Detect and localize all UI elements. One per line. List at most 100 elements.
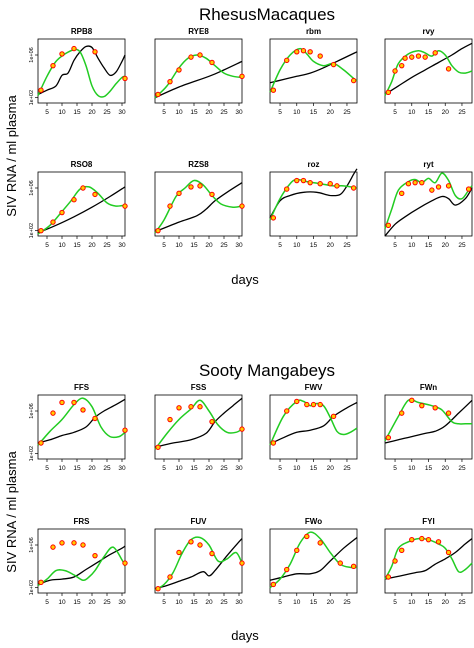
x-tick-label: 25 <box>220 599 228 606</box>
data-point <box>155 586 161 592</box>
data-point <box>209 59 215 66</box>
data-point <box>80 407 86 413</box>
data-point <box>465 186 472 192</box>
x-tick-label: 10 <box>58 599 66 606</box>
data-point <box>422 54 428 60</box>
data-point <box>432 50 438 56</box>
plot-frame <box>37 528 126 594</box>
panel-roz: roz 5 10 15 20 25 <box>269 160 358 249</box>
panel-frs: FRS 5 10 15 20 25 30 1e+02 1e+06 <box>29 517 128 606</box>
x-tick-label: 5 <box>45 599 49 606</box>
data-point <box>419 179 425 186</box>
panel-title: RYE8 <box>188 27 209 36</box>
panel-fwv: FWV 5 10 15 20 25 <box>269 383 358 472</box>
x-tick-label: 25 <box>458 109 466 116</box>
x-tick-label: 15 <box>310 465 318 472</box>
data-point <box>176 190 182 197</box>
x-axis-label-bottom: days <box>231 628 259 643</box>
reference-curve <box>384 42 473 96</box>
data-point <box>155 227 161 234</box>
panel-rvy: rvy 5 10 15 20 25 <box>384 27 473 116</box>
data-point <box>330 61 337 68</box>
x-tick-label: 10 <box>408 599 416 606</box>
data-point <box>304 401 310 408</box>
data-point <box>284 408 290 414</box>
data-point <box>385 222 392 229</box>
group-title-sooty: Sooty Mangabeys <box>199 361 335 380</box>
x-tick-label: 25 <box>458 242 466 249</box>
plot-frame <box>154 528 243 594</box>
x-tick-label: 25 <box>220 109 228 116</box>
data-point <box>350 77 357 84</box>
data-point <box>188 184 194 190</box>
data-point <box>409 54 415 60</box>
plot-frame <box>37 38 126 104</box>
x-tick-label: 5 <box>45 242 49 249</box>
x-tick-label: 15 <box>425 242 433 249</box>
x-tick-label: 30 <box>235 109 243 116</box>
plot-frame <box>37 394 126 460</box>
y-axis-label-top: SIV RNA / ml plasma <box>4 95 19 217</box>
x-tick-label: 15 <box>310 599 318 606</box>
x-tick-label: 30 <box>235 465 243 472</box>
reference-curve <box>269 51 358 84</box>
panel-fwn: FWn 5 10 15 20 25 <box>384 383 473 472</box>
data-point <box>239 426 245 432</box>
data-point <box>327 181 333 187</box>
panel-title: RSO8 <box>71 160 93 169</box>
data-point <box>284 57 290 64</box>
data-point <box>294 398 300 405</box>
x-tick-label: 5 <box>162 465 166 472</box>
plot-frame <box>269 528 358 594</box>
fit-curve <box>384 49 473 96</box>
data-point <box>300 48 307 54</box>
x-tick-label: 15 <box>73 242 81 249</box>
panel-title: FWV <box>305 383 323 392</box>
data-point <box>80 542 86 548</box>
fit-curve <box>384 398 472 442</box>
x-tick-label: 20 <box>205 465 213 472</box>
x-axis-label-top: days <box>231 272 259 287</box>
x-tick-label: 30 <box>118 465 126 472</box>
reference-curve <box>384 187 473 237</box>
x-tick-label: 10 <box>293 465 301 472</box>
data-point <box>399 547 405 554</box>
data-point <box>392 558 398 564</box>
x-tick-label: 15 <box>190 465 198 472</box>
panel-ryt: ryt 5 10 15 20 25 <box>384 160 473 249</box>
panel-fyi: FYI 5 10 15 20 25 <box>384 517 473 606</box>
data-point <box>284 566 290 573</box>
data-point <box>294 547 300 554</box>
data-point <box>71 45 77 52</box>
x-tick-label: 10 <box>293 242 301 249</box>
panel-rso8: RSO8 5 10 15 20 25 30 1e+02 1e+06 <box>29 160 128 249</box>
data-point <box>197 404 203 410</box>
group-title-rhesus: RhesusMacaques <box>199 5 335 24</box>
data-point <box>270 440 277 446</box>
data-point <box>176 549 182 556</box>
x-tick-label: 10 <box>58 109 66 116</box>
x-tick-label: 5 <box>393 109 397 116</box>
reference-curve <box>154 538 243 590</box>
x-tick-label: 5 <box>278 465 282 472</box>
data-point <box>307 49 313 55</box>
y-tick-label: 1e+06 <box>29 403 35 418</box>
reference-curve <box>269 536 358 581</box>
x-tick-label: 20 <box>205 599 213 606</box>
panel-rpb8: RPB8 5 10 15 20 25 30 1e+02 1e+06 <box>29 27 128 116</box>
data-point <box>419 535 425 542</box>
x-tick-label: 20 <box>327 242 335 249</box>
data-point <box>402 55 408 61</box>
x-tick-label: 10 <box>293 109 301 116</box>
data-point <box>385 434 392 441</box>
x-tick-label: 25 <box>343 465 351 472</box>
data-point <box>122 427 128 433</box>
data-point <box>317 540 323 546</box>
plot-frame <box>269 171 358 237</box>
reference-curve <box>384 399 473 444</box>
reference-curve <box>37 45 126 96</box>
x-tick-label: 25 <box>103 599 111 606</box>
data-point <box>392 68 398 74</box>
data-point <box>284 186 290 192</box>
